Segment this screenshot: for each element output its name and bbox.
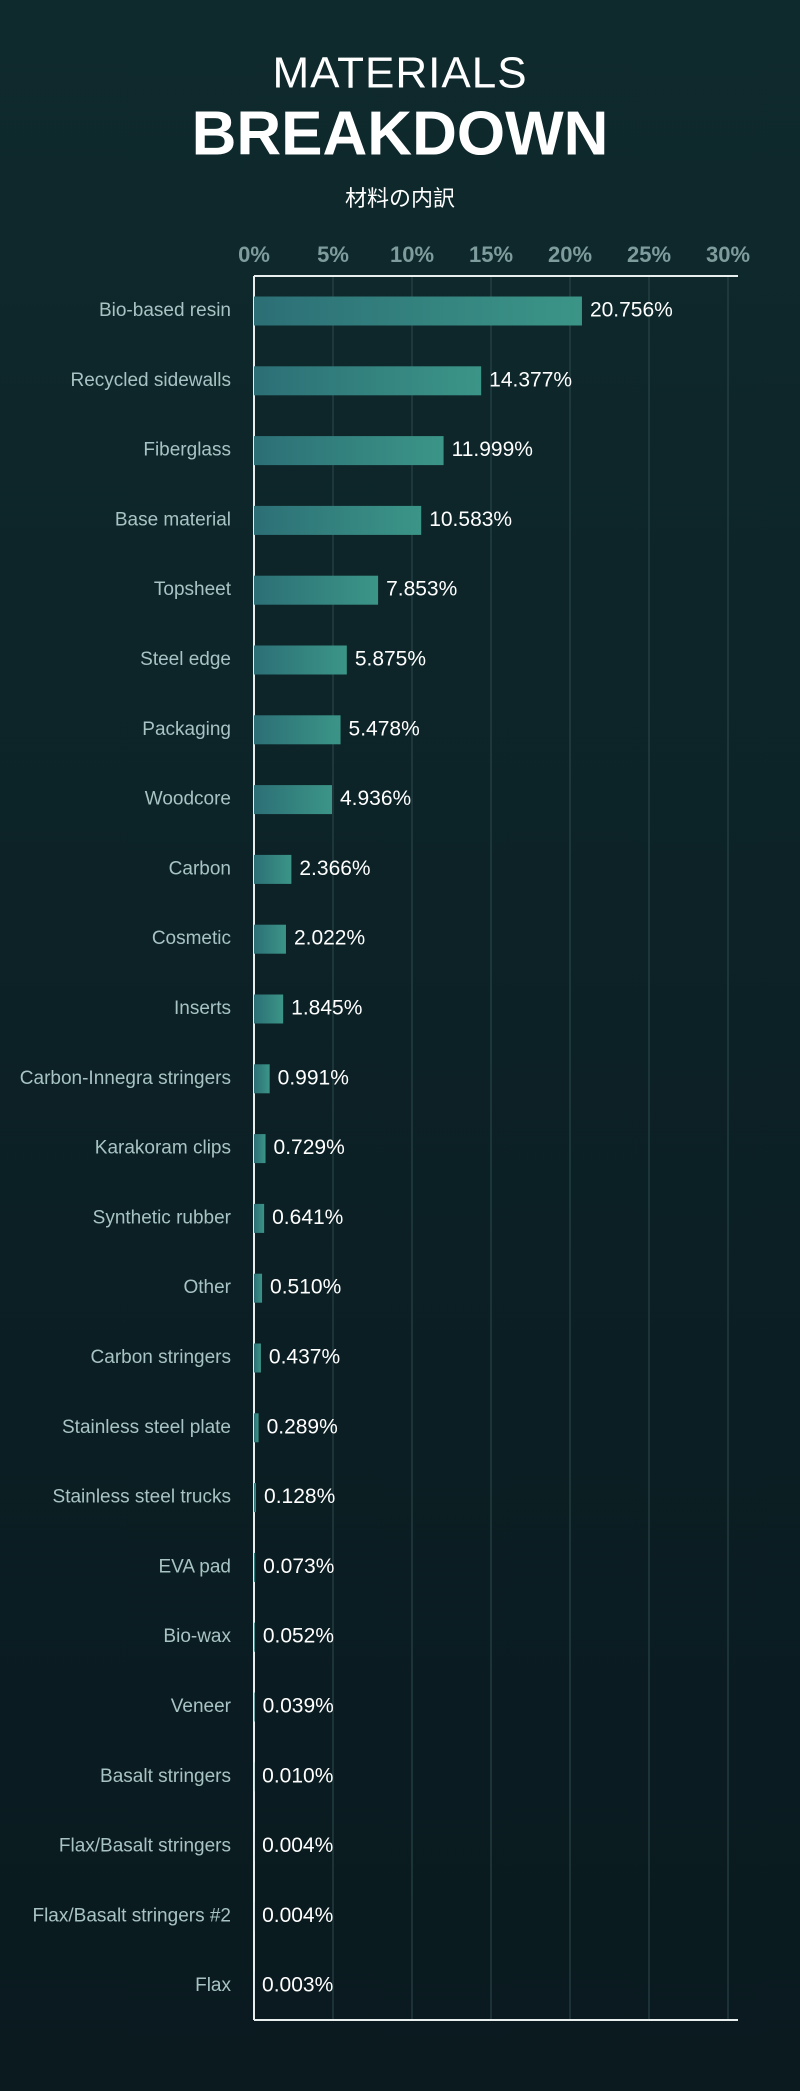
category-label: Woodcore: [145, 789, 231, 810]
value-label: 0.004%: [262, 1834, 333, 1857]
bar: [254, 1134, 266, 1164]
value-label: 2.022%: [294, 927, 365, 950]
category-label: Stainless steel plate: [62, 1417, 231, 1438]
category-label: Topsheet: [154, 579, 232, 600]
category-label: Flax/Basalt stringers #2: [32, 1905, 231, 1926]
x-tick-label: 0%: [238, 242, 270, 267]
value-label: 0.003%: [262, 1974, 333, 1997]
bar: [254, 715, 341, 745]
value-label: 4.936%: [340, 787, 411, 810]
chart-subtitle: BREAKDOWN: [192, 99, 609, 168]
category-label: Steel edge: [140, 649, 231, 670]
category-label: Inserts: [174, 998, 231, 1019]
bar: [254, 1064, 270, 1094]
category-label: Veneer: [171, 1696, 232, 1717]
bar: [254, 1622, 255, 1652]
category-label: Base material: [115, 509, 231, 530]
bar: [254, 366, 482, 396]
value-label: 5.875%: [355, 648, 426, 671]
value-label: 0.510%: [270, 1276, 341, 1299]
value-label: 20.756%: [590, 299, 673, 322]
value-label: 2.366%: [299, 857, 370, 880]
x-tick-label: 30%: [706, 242, 750, 267]
category-label: Recycled sidewalls: [70, 370, 231, 391]
value-label: 7.853%: [386, 578, 457, 601]
x-tick-label: 10%: [390, 242, 434, 267]
value-label: 0.128%: [264, 1485, 335, 1508]
value-label: 0.010%: [262, 1764, 333, 1787]
value-label: 10.583%: [429, 508, 512, 531]
value-label: 1.845%: [291, 997, 362, 1020]
bar: [254, 436, 444, 466]
category-label: Stainless steel trucks: [53, 1487, 231, 1508]
value-label: 0.437%: [269, 1346, 340, 1369]
value-label: 5.478%: [349, 717, 420, 740]
value-label: 0.641%: [272, 1206, 343, 1229]
category-label: Karakoram clips: [95, 1138, 231, 1159]
bar: [254, 994, 284, 1024]
category-label: Carbon: [169, 858, 231, 879]
value-label: 14.377%: [489, 368, 572, 391]
bar: [254, 1692, 255, 1722]
bar: [254, 645, 347, 675]
chart-caption: 材料の内訳: [345, 187, 455, 212]
category-label: Carbon stringers: [91, 1347, 231, 1368]
category-label: Fiberglass: [143, 440, 231, 461]
bar: [254, 1273, 263, 1303]
value-label: 0.729%: [274, 1136, 345, 1159]
category-label: Basalt stringers: [100, 1766, 231, 1787]
category-label: Carbon-Innegra stringers: [20, 1068, 231, 1089]
bar: [254, 854, 292, 884]
bar: [254, 785, 332, 815]
bar: [254, 1483, 257, 1513]
value-label: 0.004%: [262, 1904, 333, 1927]
category-label: Bio-based resin: [99, 300, 231, 321]
value-label: 11.999%: [452, 438, 533, 461]
bar: [254, 575, 379, 605]
value-label: 0.073%: [263, 1555, 334, 1578]
category-label: EVA pad: [158, 1556, 231, 1577]
value-label: 0.039%: [263, 1695, 334, 1718]
bar: [254, 1552, 256, 1582]
bar: [254, 1343, 261, 1373]
x-tick-label: 25%: [627, 242, 671, 267]
value-label: 0.052%: [263, 1625, 334, 1648]
x-tick-label: 20%: [548, 242, 592, 267]
category-label: Bio-wax: [163, 1626, 231, 1647]
bar: [254, 1203, 265, 1233]
category-label: Flax: [195, 1975, 231, 1996]
value-label: 0.991%: [278, 1066, 349, 1089]
category-label: Packaging: [142, 719, 231, 740]
category-label: Synthetic rubber: [93, 1207, 232, 1228]
category-label: Flax/Basalt stringers: [59, 1836, 231, 1857]
x-tick-label: 5%: [317, 242, 349, 267]
value-label: 0.289%: [267, 1415, 338, 1438]
category-label: Other: [183, 1277, 231, 1298]
x-tick-label: 15%: [469, 242, 513, 267]
chart-title: MATERIALS: [272, 49, 527, 98]
bar: [254, 924, 286, 954]
category-label: Cosmetic: [152, 928, 231, 949]
bar: [254, 1413, 259, 1443]
bar: [254, 296, 582, 326]
bar: [254, 505, 422, 535]
